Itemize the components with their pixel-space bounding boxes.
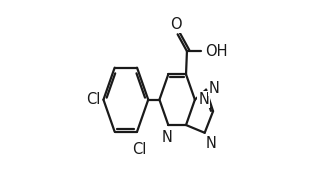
Text: Cl: Cl <box>132 143 146 157</box>
Text: O: O <box>170 17 182 32</box>
Text: OH: OH <box>205 44 227 59</box>
Text: N: N <box>206 136 217 151</box>
Text: N: N <box>198 92 209 107</box>
Text: Cl: Cl <box>86 92 101 107</box>
Text: N: N <box>162 130 173 145</box>
Text: N: N <box>208 81 219 96</box>
